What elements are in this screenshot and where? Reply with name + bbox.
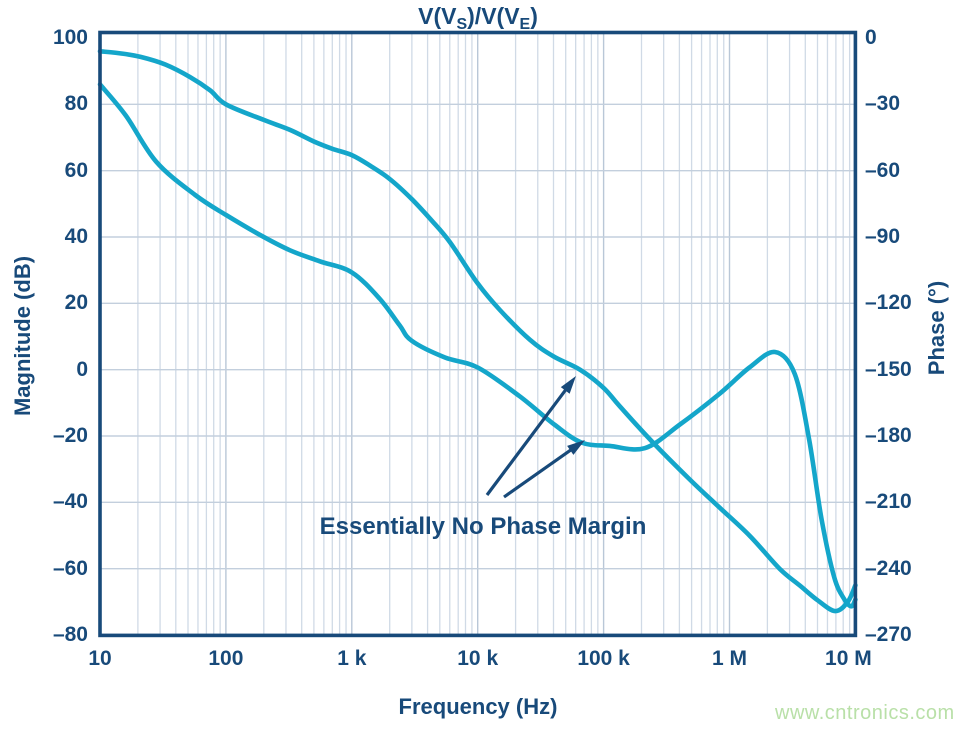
annotation-arrow-line-2 [503,444,578,499]
magnitude-axis-title: Magnitude (dB) [10,255,35,417]
phase-curve [97,82,858,609]
title-mid: )/V(V [467,3,520,29]
phase-tick-label: –180 [865,424,912,447]
magnitude-tick-label: –40 [52,490,88,514]
magnitude-tick-label: 100 [52,26,88,49]
x-tick-label: 1 M [711,647,747,670]
magnitude-tick-label: –80 [52,623,88,646]
annotation-arrows [485,376,585,499]
x-tick-label: 10 k [457,647,499,670]
annotation-arrowhead-2 [567,440,585,455]
magnitude-tick-label: 20 [64,291,88,315]
frequency-axis-title: Frequency (Hz) [398,694,558,719]
plot-frame [98,30,858,638]
phase-tick-label: –240 [865,556,912,580]
x-tick-label: 100 [208,647,244,670]
magnitude-tick-label: 60 [64,158,88,182]
magnitude-tick-label: –60 [52,556,88,580]
annotation-label: Essentially No Phase Margin [319,513,647,540]
grid-major [225,32,731,636]
magnitude-tick-label: 40 [64,225,88,248]
phase-tick-label: –210 [865,490,912,514]
chart-title: V(VS)/V(VE) [418,3,538,34]
title-prefix: V(V [418,3,457,29]
phase-tick-label: –30 [865,92,901,116]
title-subscript-s: S [456,16,468,33]
title-subscript-e: E [519,16,531,33]
magnitude-tick-label: 0 [76,357,88,381]
x-tick-label: 10 [88,647,112,670]
magnitude-curve [97,49,858,614]
phase-tick-label: –90 [865,225,901,248]
title-suffix: ) [530,3,538,29]
grid-minor [137,32,851,636]
phase-tick-label: –60 [865,158,901,182]
phase-tick-label: –120 [865,291,912,315]
phase-tick-label: –150 [865,357,912,381]
annotation-arrow-line-1 [485,383,571,496]
phase-tick-label: –270 [865,623,912,646]
x-tick-label: 1 k [337,647,367,670]
annotation-arrowhead-1 [560,376,576,394]
x-tick-label: 10 M [825,647,872,670]
magnitude-tick-label: 80 [64,92,88,116]
phase-tick-label: 0 [865,26,877,49]
magnitude-tick-label: –20 [52,424,88,447]
x-tick-label: 100 k [577,647,630,670]
watermark: www.cntronics.com [775,702,955,724]
